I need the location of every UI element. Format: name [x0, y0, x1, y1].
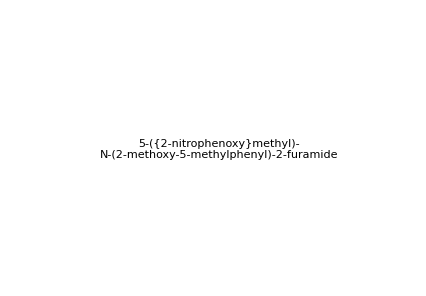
Text: 5-({2-nitrophenoxy}methyl)-
N-(2-methoxy-5-methylphenyl)-2-furamide: 5-({2-nitrophenoxy}methyl)- N-(2-methoxy… [99, 139, 337, 160]
